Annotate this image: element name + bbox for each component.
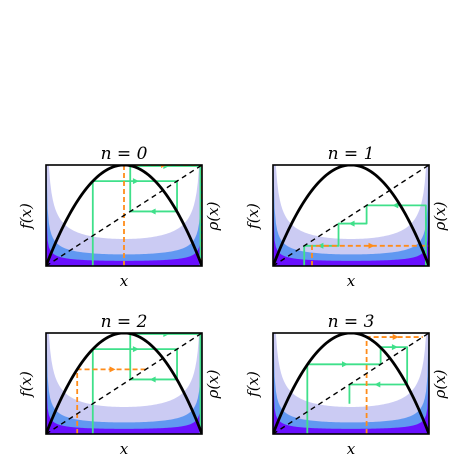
map-curve — [46, 165, 202, 266]
panel-n1: n = 1 x f(x) ρ(x) — [244, 144, 449, 290]
panel-n0: n = 0 x f(x) ρ(x) — [17, 144, 222, 290]
cobweb-green-path-arrow — [374, 381, 381, 388]
y-axis-label-left: f(x) — [17, 203, 35, 230]
diagonal-line — [273, 333, 429, 434]
cobweb-green-path-arrow — [392, 202, 399, 209]
y-axis-label-left: f(x) — [17, 371, 35, 398]
cobweb-green-path-arrow — [149, 376, 156, 383]
cobweb-green-path-arrow — [163, 333, 170, 338]
y-axis-label-left: f(x) — [244, 203, 262, 230]
y-axis-label-right: ρ(x) — [431, 369, 449, 399]
y-axis-label-right: ρ(x) — [204, 369, 222, 399]
diagonal-line — [46, 165, 202, 266]
plot-frame — [45, 164, 203, 267]
map-layer — [273, 333, 429, 434]
cobweb-orange-path — [311, 244, 429, 266]
x-axis-label: x — [120, 440, 129, 458]
x-axis-label: x — [347, 440, 356, 458]
panel-n3: n = 3 x f(x) ρ(x) — [244, 312, 449, 458]
map-layer — [46, 165, 202, 266]
panel-title: n = 1 — [328, 144, 375, 164]
y-axis-label-left: f(x) — [244, 371, 262, 398]
cobweb-orange-path-arrow — [109, 366, 116, 373]
map-curve — [46, 333, 202, 434]
panel-title: n = 2 — [101, 312, 148, 332]
cobweb-green-path-arrow — [132, 346, 139, 353]
panel-title: n = 0 — [101, 144, 148, 164]
cobweb-orange-path-arrow — [392, 334, 399, 341]
diagonal-line — [273, 165, 429, 266]
map-curve — [273, 165, 429, 266]
cobweb-layer — [303, 202, 429, 266]
cobweb-orange-path-arrow — [368, 242, 375, 249]
map-layer — [273, 165, 429, 266]
panel-n2: n = 2 x f(x) ρ(x) — [17, 312, 222, 458]
y-axis-label-right: ρ(x) — [204, 201, 222, 231]
y-axis-label-right: ρ(x) — [431, 201, 449, 231]
density-area-dark — [273, 208, 429, 266]
x-axis-label: x — [347, 272, 356, 290]
cobweb-green-path-arrow — [348, 220, 355, 227]
x-axis-label: x — [120, 272, 129, 290]
cobweb-green-path-arrow — [149, 208, 156, 215]
map-curve — [273, 333, 429, 434]
plot-frame — [272, 164, 430, 267]
map-layer — [46, 333, 202, 434]
density-area-dark — [273, 376, 429, 434]
plot-frame — [272, 332, 430, 435]
density-area-dark — [46, 376, 202, 434]
cobweb-green-path-arrow — [391, 344, 398, 351]
plot-frame — [45, 332, 203, 435]
cobweb-green-path-arrow — [132, 178, 139, 185]
cobweb-green-path-arrow — [341, 361, 348, 368]
panel-title: n = 3 — [328, 312, 375, 332]
density-area-dark — [46, 208, 202, 266]
diagonal-line — [46, 333, 202, 434]
